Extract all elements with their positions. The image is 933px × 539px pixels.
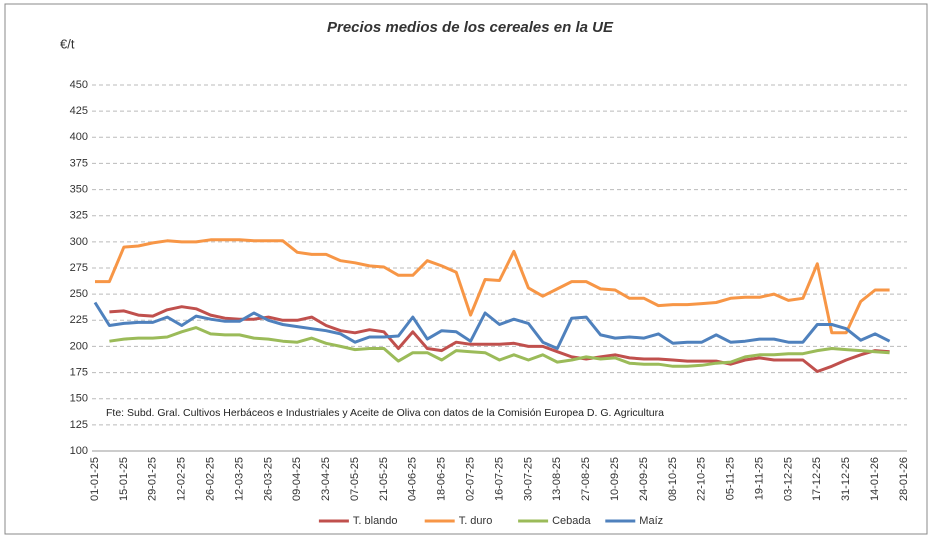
x-tick-label: 09-04-25 <box>291 457 303 501</box>
x-tick-label: 14-01-26 <box>869 457 881 501</box>
x-tick-label: 22-10-25 <box>696 457 708 501</box>
y-tick-label: 400 <box>70 131 88 143</box>
y-tick-label: 200 <box>70 340 88 352</box>
y-tick-label: 125 <box>70 419 88 431</box>
series-line <box>93 301 891 350</box>
legend-label: T. duro <box>459 515 493 527</box>
x-tick-label: 15-01-25 <box>118 457 130 501</box>
x-tick-label: 12-03-25 <box>233 457 245 501</box>
series-line <box>95 238 890 335</box>
y-tick-label: 375 <box>70 157 88 169</box>
note: Fte: Subd. Gral. Cultivos Herbáceos e In… <box>106 407 664 419</box>
y-axis-label: €/t <box>60 36 75 51</box>
series-line <box>109 326 890 368</box>
x-tick-label: 16-07-25 <box>493 457 505 501</box>
y-tick-label: 450 <box>70 79 88 91</box>
y-tick-label: 425 <box>70 105 88 117</box>
x-tick-label: 19-11-25 <box>753 457 765 500</box>
x-tick-label: 30-07-25 <box>522 457 534 501</box>
y-tick-label: 275 <box>70 262 88 274</box>
y-tick-label: 175 <box>70 366 88 378</box>
y-tick-label: 250 <box>70 288 88 300</box>
legend-label: Cebada <box>552 515 591 527</box>
x-tick-label: 12-02-25 <box>176 457 188 501</box>
x-tick-label: 24-09-25 <box>638 457 650 501</box>
x-tick-label: 17-12-25 <box>811 457 823 501</box>
x-tick-label: 04-06-25 <box>407 457 419 501</box>
x-tick-label: 10-09-25 <box>609 457 621 501</box>
x-tick-label: 21-05-25 <box>378 457 390 501</box>
series-line <box>109 305 890 373</box>
y-tick-label: 100 <box>70 445 88 457</box>
x-tick-label: 27-08-25 <box>580 457 592 501</box>
y-tick-label: 300 <box>70 236 88 248</box>
chart-title: Precios medios de los cereales en la UE <box>327 19 614 36</box>
x-tick-label: 08-10-25 <box>667 457 679 501</box>
x-tick-label: 03-12-25 <box>782 457 794 501</box>
x-tick-label: 23-04-25 <box>320 457 332 501</box>
x-tick-label: 29-01-25 <box>147 457 159 501</box>
x-tick-label: 07-05-25 <box>349 457 361 501</box>
y-tick-label: 150 <box>70 393 88 405</box>
legend-label: T. blando <box>353 515 398 527</box>
x-tick-label: 02-07-25 <box>465 457 477 501</box>
x-tick-label: 13-08-25 <box>551 457 563 501</box>
chart-border <box>4 3 928 535</box>
y-tick-label: 350 <box>70 183 88 195</box>
x-tick-label: 01-01-25 <box>89 457 101 501</box>
x-tick-label: 26-02-25 <box>204 457 216 501</box>
x-tick-label: 26-03-25 <box>262 457 274 501</box>
legend-label: Maíz <box>639 515 663 527</box>
x-tick-label: 31-12-25 <box>840 457 852 501</box>
x-tick-label: 05-11-25 <box>725 457 737 500</box>
x-tick-label: 28-01-26 <box>898 457 910 501</box>
x-tick-label: 18-06-25 <box>436 457 448 501</box>
y-tick-label: 325 <box>70 210 88 222</box>
y-tick-label: 225 <box>70 314 88 326</box>
